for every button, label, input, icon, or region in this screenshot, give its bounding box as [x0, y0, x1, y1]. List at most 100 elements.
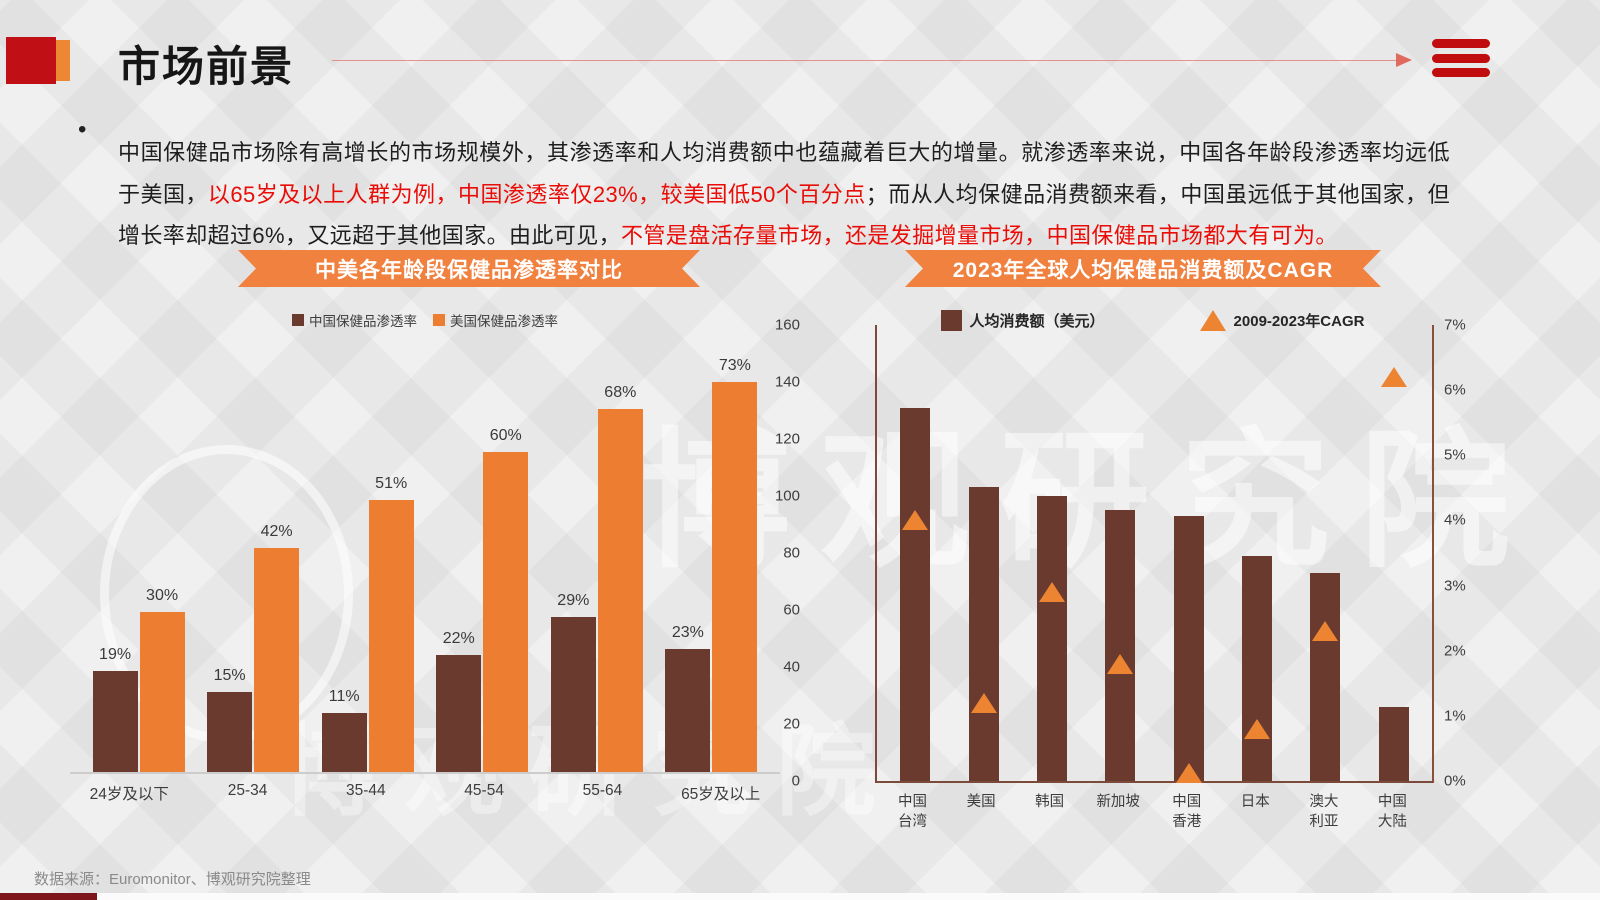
- axis-tick-label: 140: [774, 373, 800, 391]
- bar-column: 19%: [92, 345, 138, 772]
- category-label: 65岁及以上: [681, 786, 761, 803]
- bullet-marker: •: [78, 116, 87, 143]
- category-label: 55-64: [582, 782, 623, 799]
- legend-swatch: [433, 314, 445, 326]
- bar: [900, 407, 931, 781]
- category-label: 中国 大陆: [1377, 794, 1407, 830]
- left-chart-title-banner: 中美各年龄段保健品渗透率对比: [238, 250, 700, 287]
- cagr-triangle-marker: [1243, 718, 1270, 739]
- bottom-accent-bar: [0, 893, 97, 900]
- legend-item: 美国保健品渗透率: [433, 310, 558, 330]
- axis-tick-label: 160: [774, 316, 800, 334]
- bar-column: 30%: [139, 345, 185, 772]
- axis-tick-label: 0: [791, 772, 800, 790]
- category-label: 25-34: [227, 782, 268, 799]
- legend-item: 中国保健品渗透率: [292, 310, 417, 330]
- bar-column: 29%: [550, 345, 596, 772]
- bar-column: 42%: [254, 345, 300, 772]
- bar: [1241, 555, 1272, 781]
- title-divider-line: [332, 60, 1398, 61]
- bar-group: 15% 42%: [207, 345, 300, 772]
- bar-group: 23% 73%: [665, 345, 758, 772]
- left-chart-category-labels: 24岁及以下 25-34 35-44 45-54 55-64 65岁及以上: [70, 782, 780, 804]
- bar: [968, 487, 999, 781]
- cagr-triangle-marker: [1312, 621, 1339, 642]
- highlight-red-text: 不管是盘活存量市场，还是发掘增量市场，中国保健品市场都大有可为。: [621, 223, 1338, 248]
- bar-value-label: 30%: [146, 586, 179, 604]
- bar-group: 29% 68%: [550, 345, 643, 772]
- bar-group: 19% 30%: [92, 345, 185, 772]
- bar-column: [1022, 325, 1082, 781]
- category-label: 美国: [966, 794, 996, 810]
- bar: [597, 409, 643, 772]
- legend-swatch: [292, 314, 304, 326]
- body-text: 中国保健品市场除有高增长的市场规模外，其渗透率和人均消费额中也蕴藏着巨大的增量。…: [118, 140, 1450, 207]
- right-chart-right-axis-ticks: 0% 1% 2% 3% 4% 5% 6% 7%: [1444, 317, 1504, 790]
- bar-value-label: 15%: [213, 666, 246, 684]
- bar-value-label: 23%: [671, 624, 704, 642]
- axis-tick-label: 60: [783, 601, 800, 619]
- bar: [254, 547, 300, 772]
- left-chart-plot: 19% 30% 15% 42% 11% 51% 22% 60% 29% 68% 23% 73%: [70, 345, 780, 774]
- axis-tick-label: 5%: [1444, 446, 1466, 464]
- axis-tick-label: 0%: [1444, 772, 1466, 790]
- bar-column: [1227, 325, 1287, 781]
- bar: [1036, 496, 1067, 781]
- category-label: 35-44: [346, 782, 386, 799]
- axis-tick-label: 1%: [1444, 707, 1466, 725]
- right-chart-legend: 人均消费额（美元） 2009-2023年CAGR: [875, 310, 1430, 331]
- axis-tick-label: 4%: [1444, 511, 1466, 529]
- bar-column: 68%: [597, 345, 643, 772]
- body-text: ；而从人均保健品消费额来看，中国虽远低于其他国家，但增长率却超过6%，又远超于其…: [118, 181, 1450, 249]
- left-chart-legend: 中国保健品渗透率 美国保健品渗透率: [70, 310, 780, 330]
- axis-tick-label: 40: [783, 658, 800, 676]
- bar: [550, 617, 596, 772]
- bar-value-label: 22%: [442, 629, 475, 647]
- bar: [368, 499, 414, 772]
- bar: [139, 611, 185, 772]
- axis-tick-label: 20: [783, 715, 800, 733]
- axis-tick-label: 120: [774, 430, 800, 448]
- right-chart-plot: [875, 325, 1434, 783]
- arrow-right-icon: [1396, 53, 1412, 67]
- category-label: 新加坡: [1096, 794, 1140, 810]
- axis-tick-label: 100: [774, 487, 800, 505]
- legend-label: 人均消费额（美元）: [969, 313, 1105, 330]
- axis-tick-label: 6%: [1444, 381, 1466, 399]
- bar-column: 15%: [207, 345, 253, 772]
- bar-column: [954, 325, 1014, 781]
- right-chart-left-axis-ticks: 0 20 40 60 80 100 120 140 160: [738, 317, 838, 790]
- cagr-triangle-marker: [1107, 653, 1134, 674]
- bar-value-label: 42%: [260, 522, 293, 540]
- bar: [712, 382, 758, 772]
- bar: [1310, 572, 1341, 781]
- bar-column: [1090, 325, 1150, 781]
- legend-label: 中国保健品渗透率: [309, 314, 417, 329]
- bar-column: [1295, 325, 1355, 781]
- bar-value-label: 11%: [328, 688, 360, 706]
- legend-label: 2009-2023年CAGR: [1233, 313, 1365, 330]
- bar-column: [1364, 325, 1424, 781]
- bar: [207, 691, 253, 772]
- bar-column: 23%: [665, 345, 711, 772]
- category-label: 中国 香港: [1172, 794, 1202, 830]
- bar-value-label: 19%: [99, 645, 132, 663]
- bar-group: 11% 51%: [321, 345, 414, 772]
- cagr-triangle-marker: [1380, 367, 1407, 388]
- bottom-strip: [0, 893, 1600, 900]
- accent-red-square: [6, 37, 56, 84]
- bar-value-label: 29%: [557, 592, 590, 610]
- bar-column: 51%: [368, 345, 414, 772]
- highlight-red-text: 以65岁及以上人群为例，中国渗透率仅23%，较美国低50个百分点: [207, 181, 866, 207]
- bar-value-label: 51%: [375, 474, 408, 492]
- menu-icon[interactable]: [1432, 39, 1490, 77]
- axis-tick-label: 80: [783, 544, 800, 562]
- bar-column: [885, 325, 945, 781]
- bar: [665, 649, 711, 772]
- bar-group: 22% 60%: [436, 345, 529, 772]
- category-label: 韩国: [1035, 794, 1065, 810]
- accent-orange-square: [56, 40, 70, 81]
- cagr-triangle-marker: [1175, 763, 1202, 783]
- bar: [436, 654, 482, 772]
- bar: [92, 670, 138, 772]
